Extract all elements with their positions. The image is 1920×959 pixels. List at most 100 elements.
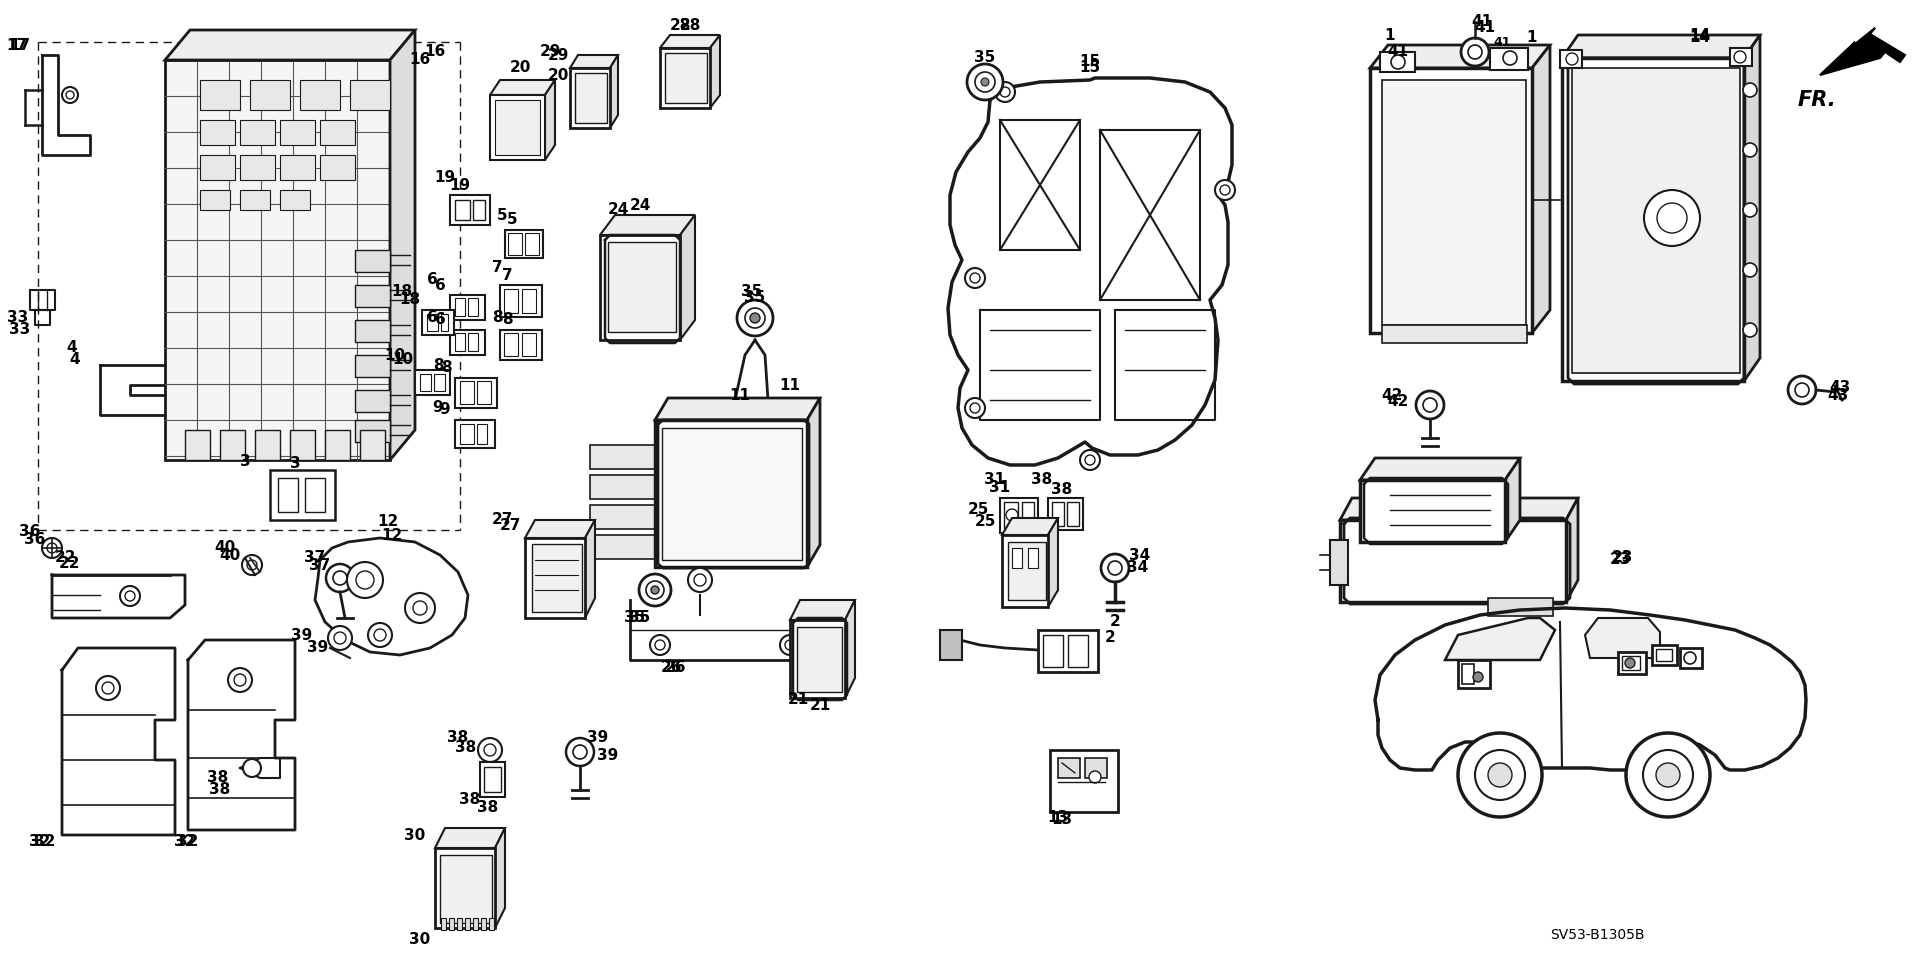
Bar	[1000, 498, 1039, 533]
Bar	[200, 120, 234, 145]
Circle shape	[234, 674, 246, 686]
Bar	[589, 535, 655, 559]
Bar	[461, 424, 474, 444]
Polygon shape	[490, 80, 555, 95]
Text: SV53-B1305B: SV53-B1305B	[1549, 928, 1645, 942]
Circle shape	[374, 629, 386, 641]
Text: 29: 29	[540, 44, 561, 59]
Bar	[355, 285, 390, 307]
Bar	[455, 378, 497, 408]
Polygon shape	[599, 215, 695, 235]
Bar	[1058, 758, 1079, 778]
Circle shape	[125, 591, 134, 601]
Text: 35: 35	[973, 51, 996, 65]
Bar	[482, 918, 486, 930]
Text: 18: 18	[392, 285, 413, 299]
Circle shape	[1488, 763, 1513, 787]
Text: 26: 26	[664, 661, 685, 675]
Polygon shape	[611, 55, 618, 128]
Bar	[457, 918, 463, 930]
Text: 31: 31	[985, 473, 1006, 487]
Circle shape	[981, 78, 989, 86]
Circle shape	[1684, 652, 1695, 664]
Text: 35: 35	[741, 285, 762, 299]
Bar	[532, 544, 582, 612]
Bar	[455, 333, 465, 351]
Bar	[476, 381, 492, 404]
Text: 16: 16	[409, 53, 430, 67]
Text: 10: 10	[384, 347, 405, 363]
Bar	[472, 918, 478, 930]
Circle shape	[1734, 51, 1745, 63]
Bar	[449, 330, 486, 355]
Text: 7: 7	[492, 261, 503, 275]
Text: 5: 5	[507, 213, 516, 227]
Bar	[1622, 656, 1640, 670]
Circle shape	[745, 308, 764, 328]
Bar	[574, 73, 607, 123]
Circle shape	[1644, 190, 1699, 246]
Text: 21: 21	[810, 697, 831, 713]
Text: 14: 14	[1690, 28, 1711, 42]
Text: 39: 39	[588, 731, 609, 745]
Bar	[280, 190, 309, 210]
Circle shape	[119, 586, 140, 606]
Bar	[1331, 540, 1348, 585]
Bar	[442, 918, 445, 930]
Text: 16: 16	[424, 44, 445, 59]
Bar	[1680, 648, 1701, 668]
Text: 43: 43	[1830, 381, 1851, 395]
Polygon shape	[660, 35, 720, 48]
Text: 2: 2	[1110, 615, 1121, 629]
Bar	[662, 428, 803, 560]
Polygon shape	[1563, 35, 1761, 58]
Bar	[221, 430, 246, 460]
Text: 31: 31	[989, 480, 1010, 496]
Bar	[465, 918, 470, 930]
Circle shape	[1457, 733, 1542, 817]
Text: 23: 23	[1609, 552, 1630, 568]
Bar	[461, 381, 474, 404]
Bar	[355, 390, 390, 412]
Bar	[442, 314, 447, 331]
Text: 41: 41	[1494, 35, 1511, 49]
Circle shape	[1219, 185, 1231, 195]
Text: 6: 6	[426, 272, 438, 288]
Bar	[522, 289, 536, 313]
Text: 9: 9	[440, 403, 451, 417]
Text: 23: 23	[1611, 550, 1632, 566]
Polygon shape	[570, 68, 611, 128]
Polygon shape	[1743, 35, 1761, 381]
Text: 40: 40	[219, 549, 240, 564]
Polygon shape	[710, 35, 720, 108]
Text: 24: 24	[607, 202, 628, 218]
Circle shape	[328, 626, 351, 650]
Circle shape	[1567, 53, 1578, 65]
Polygon shape	[1586, 618, 1661, 658]
Text: 11: 11	[780, 378, 801, 392]
Polygon shape	[1820, 28, 1905, 75]
Bar	[495, 100, 540, 155]
Text: 22: 22	[60, 555, 81, 571]
Circle shape	[1473, 672, 1482, 682]
Bar	[321, 120, 355, 145]
Polygon shape	[165, 60, 390, 460]
Bar	[1572, 68, 1740, 373]
Text: 11: 11	[730, 387, 751, 403]
Polygon shape	[806, 398, 820, 567]
Text: 6: 6	[426, 311, 438, 325]
Text: 42: 42	[1380, 387, 1404, 403]
Bar	[255, 430, 280, 460]
Text: 33: 33	[8, 311, 29, 325]
Text: 5: 5	[497, 207, 507, 222]
Bar	[305, 478, 324, 512]
Text: 32: 32	[177, 834, 198, 850]
Polygon shape	[436, 828, 505, 848]
Text: 30: 30	[409, 932, 430, 947]
Text: 6: 6	[434, 277, 445, 292]
Polygon shape	[490, 95, 545, 160]
Bar	[505, 230, 543, 258]
Circle shape	[413, 601, 426, 615]
Circle shape	[1215, 180, 1235, 200]
Text: 29: 29	[547, 48, 568, 62]
